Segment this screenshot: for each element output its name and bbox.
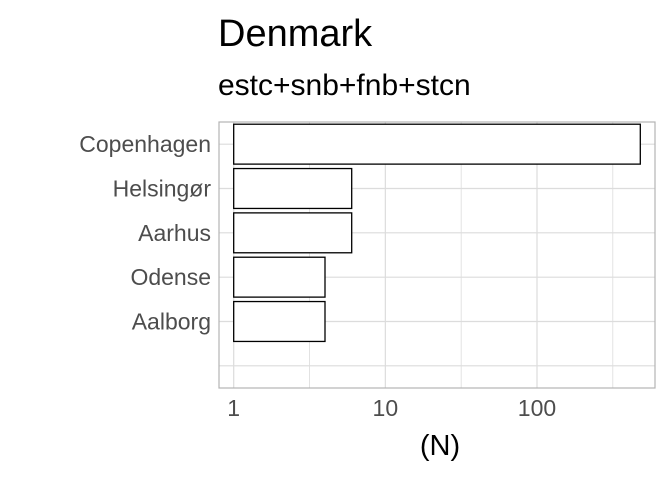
y-tick-label: Helsingør	[113, 176, 212, 202]
x-tick-label: 100	[518, 395, 556, 421]
x-axis-title: (N)	[420, 430, 460, 462]
x-tick-label: 1	[227, 395, 240, 421]
y-tick-label: Aarhus	[138, 220, 211, 246]
bars	[233, 123, 641, 343]
x-tick-label: 10	[373, 395, 399, 421]
panel-border	[218, 121, 656, 389]
bar	[233, 212, 353, 254]
bar	[233, 123, 641, 165]
x-axis-tick-labels: 1 10 100	[227, 395, 556, 421]
bar	[233, 167, 353, 210]
y-tick-label: Aalborg	[132, 309, 211, 335]
bar	[233, 300, 326, 343]
bar	[233, 256, 326, 298]
chart-subtitle: estc+snb+fnb+stcn	[218, 69, 471, 102]
y-axis-tick-labels: Copenhagen Helsingør Aarhus Odense Aalborg	[79, 131, 211, 334]
y-tick-label: Copenhagen	[79, 131, 211, 157]
chart-title: Denmark	[218, 13, 373, 55]
y-tick-label: Odense	[130, 264, 211, 290]
